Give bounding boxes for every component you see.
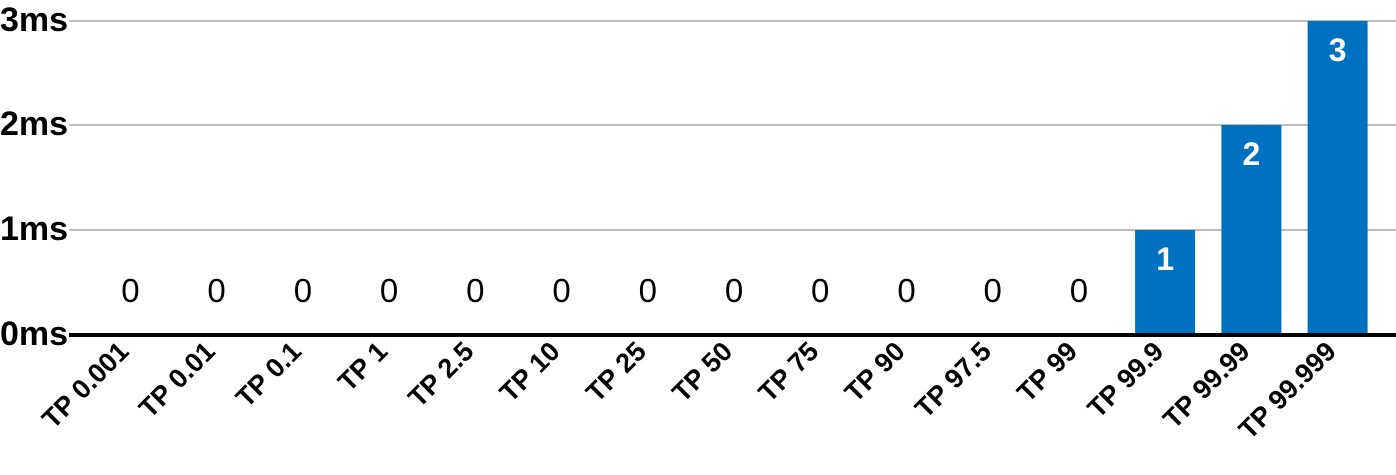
svg-text:0: 0 [897, 272, 915, 309]
svg-text:TP 0.01: TP 0.01 [133, 336, 221, 424]
svg-text:TP 2.5: TP 2.5 [402, 336, 479, 413]
svg-text:TP 99.9: TP 99.9 [1082, 336, 1170, 424]
svg-text:0: 0 [466, 272, 484, 309]
svg-text:2ms: 2ms [0, 105, 68, 143]
svg-text:0: 0 [121, 272, 139, 309]
svg-text:1: 1 [1156, 241, 1174, 277]
svg-text:1ms: 1ms [0, 210, 68, 248]
svg-text:0: 0 [380, 272, 398, 309]
svg-text:0: 0 [725, 272, 743, 309]
svg-text:TP 25: TP 25 [580, 336, 652, 408]
svg-text:0: 0 [984, 272, 1002, 309]
svg-text:2: 2 [1243, 136, 1261, 172]
svg-text:TP 97.5: TP 97.5 [909, 336, 997, 424]
svg-text:0: 0 [811, 272, 829, 309]
svg-text:TP 50: TP 50 [666, 336, 738, 408]
svg-text:TP 0.1: TP 0.1 [230, 336, 307, 413]
svg-text:TP 1: TP 1 [332, 336, 393, 397]
svg-text:3: 3 [1329, 32, 1347, 68]
svg-text:0: 0 [552, 272, 570, 309]
svg-text:TP 10: TP 10 [494, 336, 566, 408]
svg-text:3ms: 3ms [0, 1, 68, 39]
svg-text:0: 0 [294, 272, 312, 309]
svg-text:TP 75: TP 75 [753, 336, 825, 408]
svg-text:TP 90: TP 90 [839, 336, 911, 408]
svg-text:TP 99: TP 99 [1011, 336, 1083, 408]
svg-text:0: 0 [207, 272, 225, 309]
svg-text:0: 0 [1070, 272, 1088, 309]
svg-text:0: 0 [639, 272, 657, 309]
svg-text:0ms: 0ms [0, 315, 68, 353]
